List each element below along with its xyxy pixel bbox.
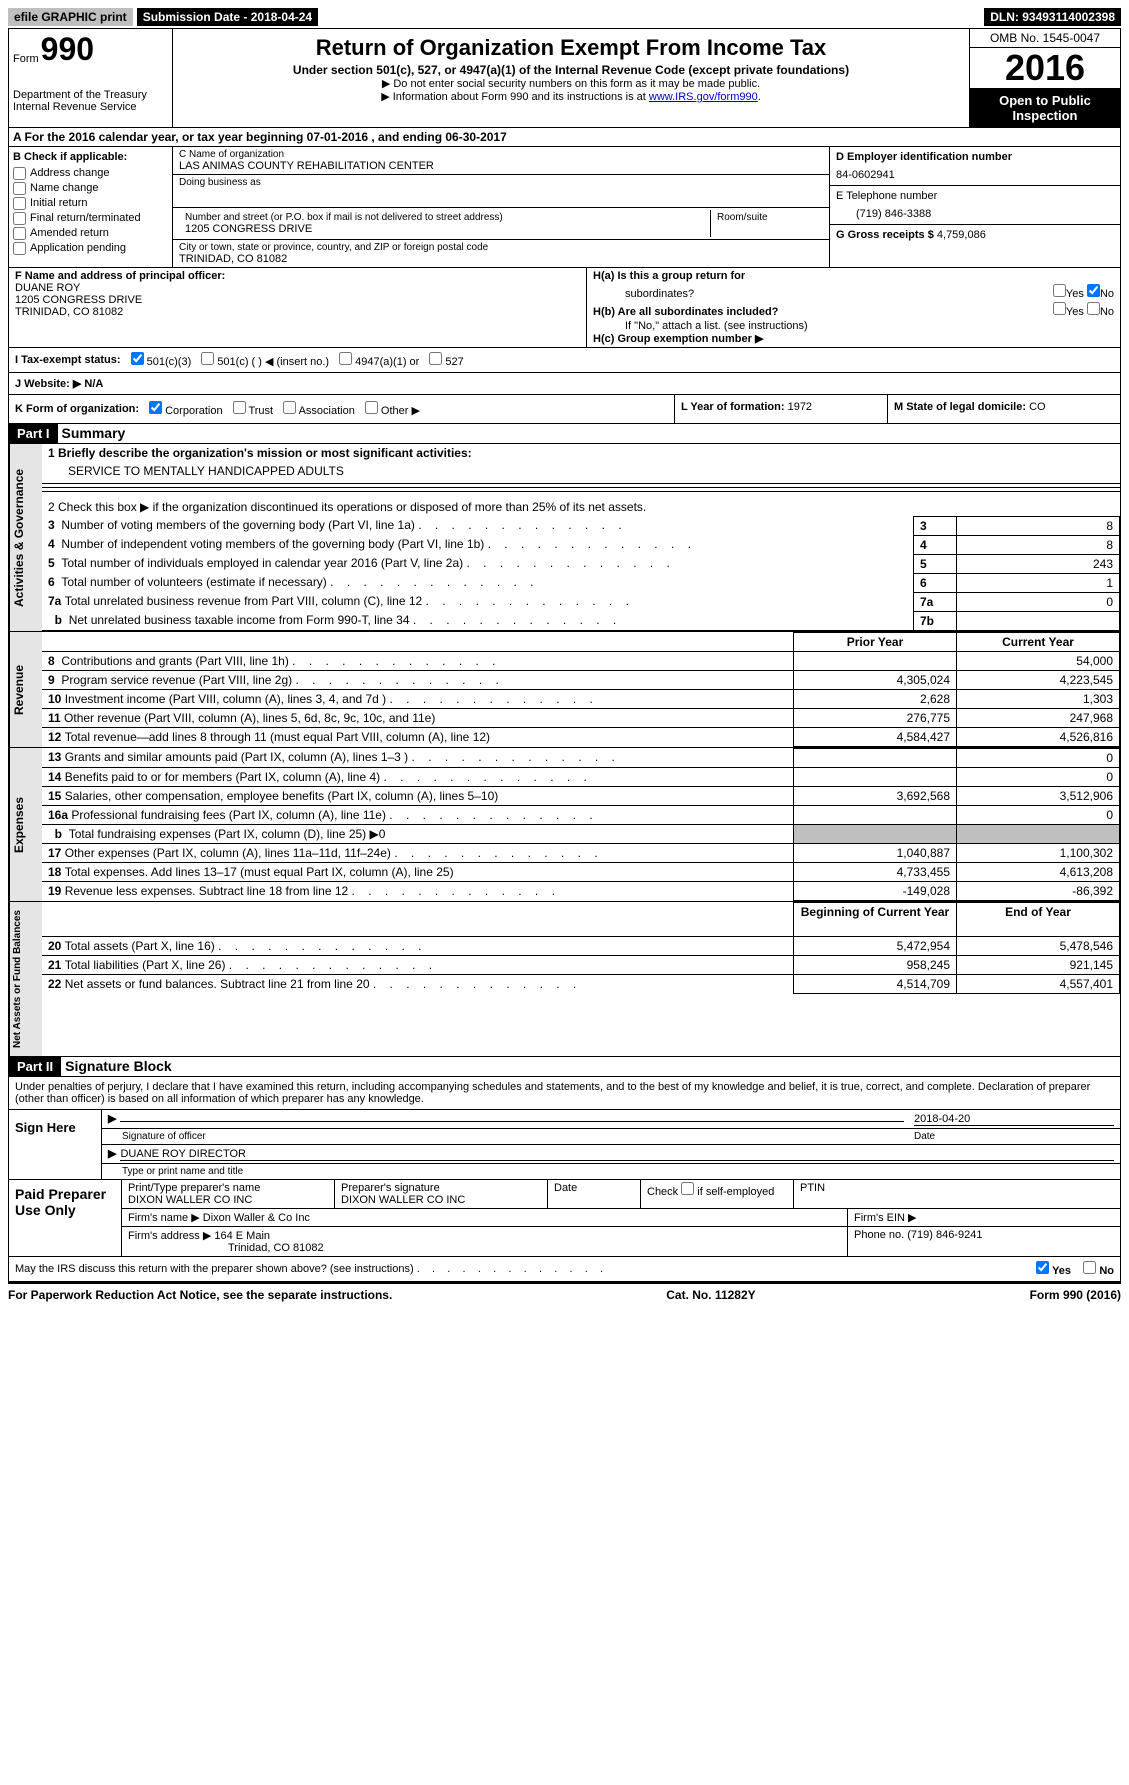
submission-date: Submission Date - 2018-04-24 — [137, 8, 318, 26]
check-trust[interactable] — [233, 401, 246, 414]
check-pending[interactable] — [13, 242, 26, 255]
hb-yes[interactable] — [1053, 302, 1066, 315]
check-initial[interactable] — [13, 197, 26, 210]
preparer-name: DIXON WALLER CO INC — [128, 1194, 328, 1206]
form-header: Form 990 Department of the Treasury Inte… — [8, 28, 1121, 128]
side-rev: Revenue — [9, 632, 42, 747]
col-l: L Year of formation: 1972 — [674, 395, 887, 423]
header-mid: Return of Organization Exempt From Incom… — [173, 29, 969, 127]
net-table: Beginning of Current YearEnd of Year 20 … — [42, 902, 1120, 995]
irs-link[interactable]: www.IRS.gov/form990 — [649, 91, 758, 103]
check-501c3[interactable] — [131, 352, 144, 365]
expenses-section: Expenses 13 Grants and similar amounts p… — [8, 748, 1121, 902]
side-exp: Expenses — [9, 748, 42, 901]
expenses-table: 13 Grants and similar amounts paid (Part… — [42, 748, 1120, 901]
part2-badge: Part II — [9, 1057, 61, 1076]
footer: For Paperwork Reduction Act Notice, see … — [8, 1282, 1121, 1306]
revenue-table: Prior YearCurrent Year 8 Contributions a… — [42, 632, 1120, 747]
dln: DLN: 93493114002398 — [984, 8, 1121, 26]
col-k: K Form of organization: Corporation Trus… — [9, 395, 674, 423]
mission-text: SERVICE TO MENTALLY HANDICAPPED ADULTS — [62, 462, 1120, 480]
part2-header-row: Part II Signature Block — [8, 1057, 1121, 1077]
check-assoc[interactable] — [283, 401, 296, 414]
top-bar: efile GRAPHIC print Submission Date - 20… — [8, 8, 1121, 26]
ha-no[interactable] — [1087, 284, 1100, 297]
phone: (719) 846-3388 — [856, 208, 1114, 220]
col-b: B Check if applicable: Address change Na… — [9, 147, 173, 267]
gross-receipts: 4,759,086 — [937, 229, 986, 241]
ha-yes[interactable] — [1053, 284, 1066, 297]
check-self-employed[interactable] — [681, 1182, 694, 1195]
firm-phone: (719) 846-9241 — [907, 1229, 982, 1241]
check-4947[interactable] — [339, 352, 352, 365]
header-right: OMB No. 1545-0047 2016 Open to Public In… — [969, 29, 1120, 127]
row-j: J Website: ▶ N/A — [8, 373, 1121, 395]
revenue-section: Revenue Prior YearCurrent Year 8 Contrib… — [8, 632, 1121, 748]
side-ag: Activities & Governance — [9, 444, 42, 631]
ag-table: 3 Number of voting members of the govern… — [42, 516, 1120, 631]
info-grid: B Check if applicable: Address change Na… — [8, 147, 1121, 268]
org-name: LAS ANIMAS COUNTY REHABILITATION CENTER — [179, 160, 823, 172]
hb-no[interactable] — [1087, 302, 1100, 315]
discuss-no[interactable] — [1083, 1261, 1096, 1274]
signature-section: Under penalties of perjury, I declare th… — [8, 1077, 1121, 1282]
col-h: H(a) Is this a group return for subordin… — [587, 268, 1120, 347]
check-corp[interactable] — [149, 401, 162, 414]
check-address[interactable] — [13, 167, 26, 180]
check-name[interactable] — [13, 182, 26, 195]
check-final[interactable] — [13, 212, 26, 225]
officer-name-title: DUANE ROY DIRECTOR — [120, 1148, 1114, 1161]
part1-badge: Part I — [9, 424, 58, 443]
part1-header-row: Part I Summary — [8, 424, 1121, 444]
check-other[interactable] — [365, 401, 378, 414]
row-klm: K Form of organization: Corporation Trus… — [8, 395, 1121, 424]
sig-date: 2018-04-20 — [914, 1113, 1114, 1126]
col-m: M State of legal domicile: CO — [887, 395, 1120, 423]
ein: 84-0602941 — [836, 169, 1114, 181]
sign-here-label: Sign Here — [9, 1110, 102, 1179]
check-amended[interactable] — [13, 227, 26, 240]
net-assets-section: Net Assets or Fund Balances Beginning of… — [8, 902, 1121, 1057]
efile-label: efile GRAPHIC print — [8, 8, 133, 26]
omb-number: OMB No. 1545-0047 — [970, 29, 1120, 48]
form-number: 990 — [41, 33, 94, 65]
tax-year: 2016 — [970, 48, 1120, 89]
inspection-badge: Open to Public Inspection — [970, 89, 1120, 127]
section-a: A For the 2016 calendar year, or tax yea… — [8, 128, 1121, 147]
discuss-yes[interactable] — [1036, 1261, 1049, 1274]
street-address: 1205 CONGRESS DRIVE — [185, 223, 704, 235]
check-501c[interactable] — [201, 352, 214, 365]
header-left: Form 990 Department of the Treasury Inte… — [9, 29, 173, 127]
form-title: Return of Organization Exempt From Incom… — [177, 35, 965, 61]
check-527[interactable] — [429, 352, 442, 365]
col-c: C Name of organization LAS ANIMAS COUNTY… — [173, 147, 829, 267]
col-d: D Employer identification number 84-0602… — [829, 147, 1120, 267]
side-net: Net Assets or Fund Balances — [9, 902, 42, 1056]
col-f: F Name and address of principal officer:… — [9, 268, 587, 347]
row-fh: F Name and address of principal officer:… — [8, 268, 1121, 348]
officer-name: DUANE ROY — [15, 282, 580, 294]
firm-name: Dixon Waller & Co Inc — [203, 1212, 310, 1224]
row-i: I Tax-exempt status: 501(c)(3) 501(c) ( … — [8, 348, 1121, 373]
declaration-text: Under penalties of perjury, I declare th… — [9, 1077, 1120, 1109]
paid-preparer: Paid Preparer Use Only Print/Type prepar… — [9, 1179, 1120, 1256]
activities-governance: Activities & Governance 1 Briefly descri… — [8, 444, 1121, 632]
city-state-zip: TRINIDAD, CO 81082 — [179, 253, 823, 265]
